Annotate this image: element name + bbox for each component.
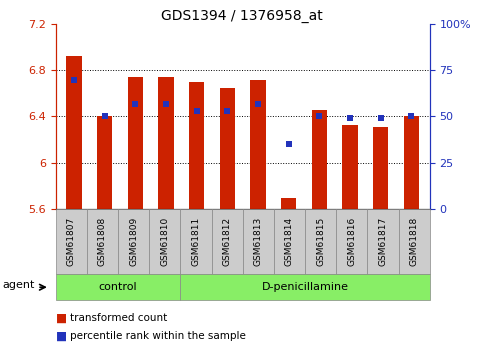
Bar: [128, 77, 143, 209]
Text: GSM61812: GSM61812: [223, 217, 232, 266]
Text: GSM61816: GSM61816: [347, 217, 356, 266]
Text: GSM61811: GSM61811: [191, 217, 200, 266]
Text: GSM61817: GSM61817: [379, 217, 387, 266]
Text: GSM61818: GSM61818: [410, 217, 419, 266]
Text: GSM61813: GSM61813: [254, 217, 263, 266]
Text: GSM61808: GSM61808: [98, 217, 107, 266]
Bar: [220, 88, 235, 209]
Bar: [312, 109, 327, 209]
Bar: [189, 82, 204, 209]
Bar: [97, 116, 113, 209]
Text: GSM61815: GSM61815: [316, 217, 325, 266]
Bar: [373, 127, 388, 209]
Text: ■: ■: [56, 312, 67, 325]
Text: D-penicillamine: D-penicillamine: [262, 282, 349, 292]
Text: transformed count: transformed count: [70, 313, 167, 323]
Text: agent: agent: [2, 280, 35, 290]
Bar: [66, 57, 82, 209]
Text: GSM61814: GSM61814: [285, 217, 294, 266]
Text: percentile rank within the sample: percentile rank within the sample: [70, 332, 246, 341]
Bar: [250, 80, 266, 209]
Bar: [342, 125, 358, 209]
Text: GSM61807: GSM61807: [67, 217, 76, 266]
Bar: [158, 77, 174, 209]
Bar: [281, 198, 297, 209]
Text: ■: ■: [56, 330, 67, 343]
Bar: [404, 116, 419, 209]
Text: GSM61810: GSM61810: [160, 217, 169, 266]
Text: control: control: [99, 282, 137, 292]
Text: GSM61809: GSM61809: [129, 217, 138, 266]
Text: GDS1394 / 1376958_at: GDS1394 / 1376958_at: [161, 9, 322, 23]
